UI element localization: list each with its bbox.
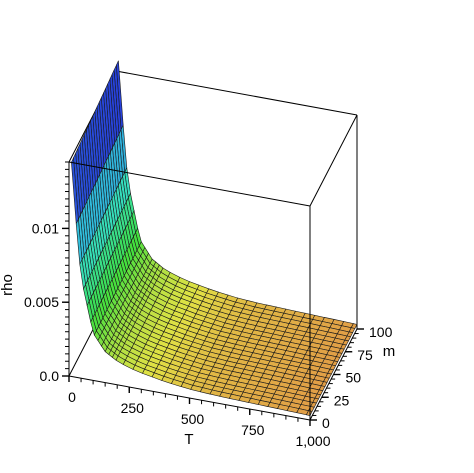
- box-edge: [115, 70, 358, 116]
- box-edge: [309, 114, 358, 207]
- surface-cell: [305, 410, 313, 416]
- y-axis-label: m: [383, 343, 396, 360]
- y-tick-label: 50: [346, 370, 362, 386]
- y-tick-label: 0: [322, 415, 330, 431]
- x-tick-label: 500: [181, 411, 205, 427]
- axis-ticks: [62, 161, 364, 426]
- box-edge: [68, 161, 311, 207]
- surface-mesh: [71, 60, 358, 416]
- y-tick-label: 75: [357, 347, 373, 363]
- x-tick-label: 250: [121, 400, 145, 416]
- x-tick-label: 750: [241, 422, 265, 438]
- y-tick-label: 25: [334, 392, 350, 408]
- z-axis-label: rho: [0, 274, 16, 296]
- z-tick-label: 0.005: [24, 294, 59, 310]
- x-axis-label: T: [184, 431, 193, 448]
- x-tick-label: 1,000: [295, 433, 330, 449]
- z-tick-label: 0.01: [32, 220, 59, 236]
- y-tick-label: 100: [369, 324, 393, 340]
- x-tick-label: 0: [68, 389, 76, 405]
- z-tick-label: 0.0: [40, 368, 60, 384]
